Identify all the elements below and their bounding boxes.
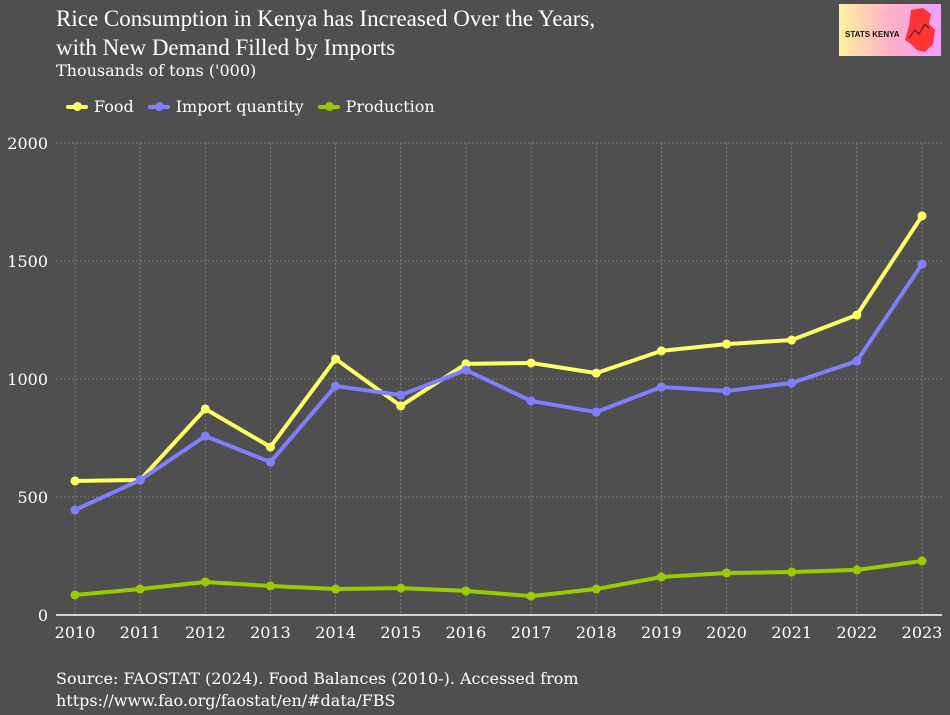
legend-key-food [66,101,88,111]
data-point [656,346,666,356]
data-point [331,584,341,594]
source-line-1: Source: FAOSTAT (2024). Food Balances (2… [56,669,579,688]
legend-item-production: Production [317,97,435,116]
x-tick-label: 2011 [120,623,161,642]
data-point [396,583,406,593]
legend-label: Production [345,97,435,116]
data-point [135,584,145,594]
data-point [656,382,666,392]
data-point [526,591,536,601]
data-point [722,386,732,396]
x-tick-label: 2014 [315,623,356,642]
series-line-0 [74,214,924,483]
data-point [396,390,406,400]
x-tick-label: 2021 [771,623,812,642]
data-point [852,356,862,366]
y-tick-label: 500 [17,488,48,507]
x-tick-label: 2019 [641,623,682,642]
data-point [200,404,210,414]
y-tick-label: 1500 [7,252,48,271]
x-tick-label: 2010 [55,623,96,642]
logo-text: STATS KENYA [845,30,900,39]
title-line-2: with New Demand Filled by Imports [56,35,396,60]
data-point [787,567,797,577]
data-point [526,358,536,368]
data-point [331,354,341,364]
data-point [200,577,210,587]
data-point [70,590,80,600]
stats-kenya-logo: STATS KENYA [839,4,941,56]
data-point [656,572,666,582]
data-point [265,457,275,467]
data-point [526,396,536,406]
series-line-2 [74,558,923,599]
x-tick-label: 2015 [380,623,421,642]
data-point [461,365,471,375]
data-point [200,431,210,441]
data-point [787,378,797,388]
data-point [70,505,80,515]
y-tick-label: 1000 [7,370,48,389]
x-tick-label: 2020 [706,623,747,642]
legend: Food Import quantity Production [66,97,435,116]
x-tick-label: 2018 [576,623,617,642]
data-point [265,442,275,452]
y-tick-label: 0 [38,606,48,625]
data-point [396,401,406,411]
x-tick-label: 2016 [446,623,487,642]
source-line-2: https://www.fao.org/faostat/en/#data/FBS [56,691,396,710]
x-tick-label: 2013 [250,623,291,642]
data-point [917,211,927,221]
x-tick-label: 2023 [902,623,943,642]
legend-label: Food [94,97,134,116]
x-tick-label: 2022 [836,623,877,642]
chart-title: Rice Consumption in Kenya has Increased … [56,4,595,62]
data-point [722,339,732,349]
legend-item-food: Food [66,97,134,116]
legend-label: Import quantity [175,97,304,116]
data-point [135,475,145,485]
chart-subtitle: Thousands of tons ('000) [56,61,257,80]
data-point [591,368,601,378]
data-point [917,556,927,566]
data-point [331,381,341,391]
legend-key-production [317,101,340,111]
x-tick-label: 2012 [185,623,226,642]
legend-item-import: Import quantity [147,97,304,116]
data-point [787,335,797,345]
data-point [265,581,275,591]
kenya-map-icon [905,8,935,52]
y-tick-label: 2000 [7,134,48,153]
series-line-1 [74,262,924,512]
data-point [852,310,862,320]
source-note: Source: FAOSTAT (2024). Food Balances (2… [56,668,579,712]
title-line-1: Rice Consumption in Kenya has Increased … [56,6,596,31]
legend-key-import [147,101,170,111]
data-point [722,568,732,578]
data-point [852,565,862,575]
data-point [591,584,601,594]
data-point [461,586,471,596]
x-tick-label: 2017 [511,623,552,642]
data-point [917,259,927,269]
data-point [70,476,80,486]
data-point [591,407,601,417]
